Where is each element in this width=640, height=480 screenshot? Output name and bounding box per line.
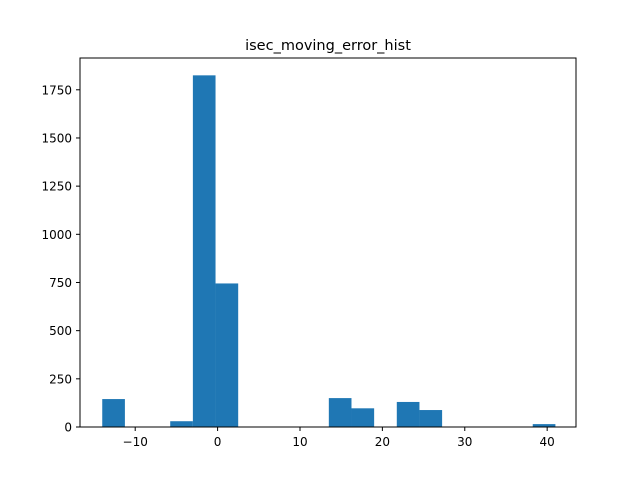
histogram-bar bbox=[396, 401, 420, 427]
x-tick-label: 30 bbox=[457, 435, 472, 449]
histogram-bar bbox=[170, 421, 193, 427]
histogram-bar bbox=[192, 75, 216, 427]
histogram-bar bbox=[102, 399, 125, 427]
plot-frame bbox=[79, 57, 577, 428]
histogram-bar bbox=[215, 283, 239, 427]
y-tick-label: 0 bbox=[64, 421, 72, 435]
y-tick-label: 1250 bbox=[41, 180, 72, 194]
histogram-bar bbox=[419, 410, 443, 427]
y-tick-label: 1000 bbox=[41, 228, 72, 242]
x-tick-label: 40 bbox=[540, 435, 555, 449]
histogram-bar bbox=[328, 398, 352, 427]
y-tick-label: 1500 bbox=[41, 131, 72, 145]
y-axis: 0 250 500 750 1000 1250 1500 1750 bbox=[41, 83, 80, 435]
histogram-bar bbox=[351, 408, 375, 427]
chart-title: isec_moving_error_hist bbox=[245, 38, 411, 54]
x-axis: −10 0 10 20 30 40 bbox=[123, 427, 555, 449]
x-tick-label: 20 bbox=[375, 435, 390, 449]
x-tick-label: 10 bbox=[292, 435, 307, 449]
x-tick-label: 0 bbox=[214, 435, 222, 449]
x-tick-label: −10 bbox=[123, 435, 148, 449]
y-tick-label: 750 bbox=[49, 276, 72, 290]
y-tick-label: 1750 bbox=[41, 83, 72, 97]
y-tick-label: 250 bbox=[49, 372, 72, 386]
y-tick-label: 500 bbox=[49, 324, 72, 338]
histogram-bar bbox=[532, 424, 556, 427]
bars-group bbox=[102, 75, 556, 427]
